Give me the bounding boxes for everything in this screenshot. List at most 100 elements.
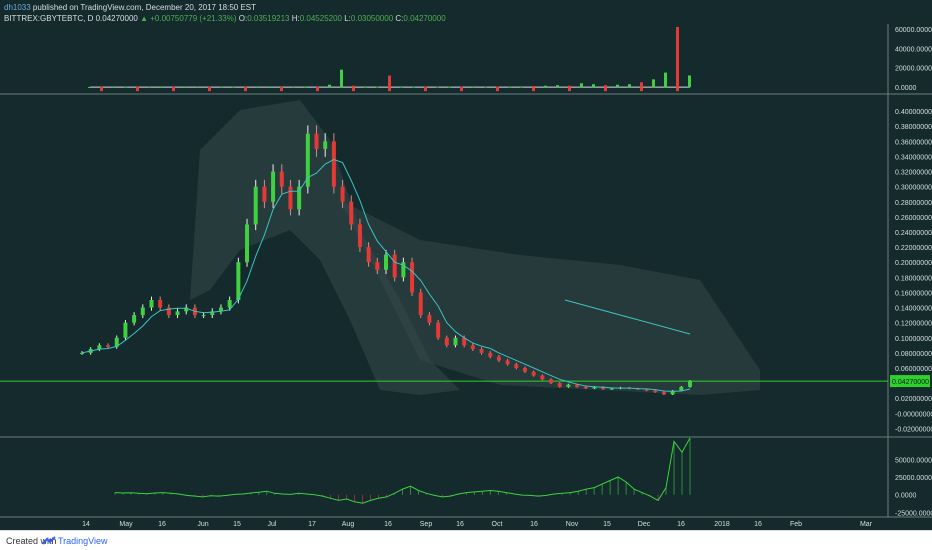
volume-bar — [388, 87, 391, 92]
price-candle — [357, 224, 362, 248]
oscillator-line — [114, 437, 691, 504]
price-candle — [349, 201, 354, 225]
up-arrow-icon: ▲ — [140, 14, 148, 23]
price-candle — [479, 349, 484, 353]
price-candle — [592, 386, 597, 389]
volume-bar — [460, 87, 463, 92]
volume-bar — [436, 86, 439, 88]
created-with-text: Created with — [6, 536, 57, 546]
volume-bar — [184, 86, 187, 88]
time-axis-label: 16 — [677, 521, 685, 528]
price-candle — [201, 315, 206, 317]
time-axis-label: Mar — [860, 521, 873, 528]
price-axis-tick: 0.08000000 — [895, 351, 932, 358]
price-axis-tick: 0.26000000 — [895, 215, 932, 222]
price-candle — [609, 388, 614, 390]
time-axis-label: 14 — [82, 521, 90, 528]
price-candle — [540, 375, 545, 380]
volume-bar — [112, 86, 115, 88]
price-candle — [184, 307, 189, 312]
volume-bar — [124, 86, 127, 88]
time-axis-label: May — [119, 521, 133, 528]
price-axis-tick: 0.18000000 — [895, 275, 932, 282]
close-label: C: — [395, 14, 404, 23]
price-axis-tick: 0.20000000 — [895, 260, 932, 267]
volume-bar — [688, 75, 691, 88]
volume-bar — [232, 86, 235, 88]
time-axis-label: Nov — [566, 521, 579, 528]
price-axis-tick: 0.14000000 — [895, 306, 932, 313]
price-axis-tick: -0.02000000 — [895, 426, 932, 433]
price-axis-tick: 0.32000000 — [895, 170, 932, 177]
price-candle — [575, 384, 580, 387]
time-axis-label: 16 — [530, 521, 538, 528]
bollinger-band — [190, 100, 460, 395]
footer-bar: Created with TradingView — [0, 530, 932, 550]
trend-line — [564, 299, 691, 335]
price-candle — [210, 311, 215, 316]
volume-axis-tick: 0.0000 — [895, 85, 917, 92]
oscillator-axis-tick: -25000.0000 — [895, 510, 932, 517]
volume-bar — [196, 86, 199, 88]
volume-axis-tick: 40000.0000 — [895, 46, 932, 53]
price-candle — [505, 360, 510, 365]
time-axis-label: Aug — [342, 521, 355, 528]
price-candle — [375, 262, 380, 270]
symbol-label[interactable]: BITTREX:GBYTEBTC, D — [4, 14, 94, 23]
low-label: L: — [344, 14, 351, 23]
price-candle — [340, 186, 345, 202]
volume-bar — [592, 84, 595, 88]
volume-bar — [508, 86, 511, 88]
price-candle — [549, 379, 554, 384]
price-candle — [531, 371, 536, 376]
volume-bar — [448, 86, 451, 88]
volume-bar — [304, 86, 307, 88]
volume-bar — [640, 87, 643, 92]
volume-axis-tick: 20000.0000 — [895, 66, 932, 73]
chart-canvas[interactable]: 60000.0000 40000.0000 20000.0000 0.0000 0.40… — [0, 0, 932, 530]
price-axis-tick: 0.38000000 — [895, 124, 932, 131]
price-axis-tick: 0.16000000 — [895, 290, 932, 297]
price-candle — [114, 337, 119, 347]
price-axis-tick: 0.02000000 — [895, 396, 932, 403]
volume-bar — [388, 75, 391, 88]
volume-bar — [208, 87, 211, 92]
price-candle — [401, 262, 406, 278]
tradingview-brand[interactable]: TradingView — [58, 536, 108, 546]
price-axis-tick: 0.36000000 — [895, 139, 932, 146]
time-axis-label: 16 — [456, 521, 464, 528]
price-candle — [314, 133, 319, 149]
volume-bar — [676, 26, 679, 88]
chart-area[interactable]: dh1033 published on TradingView.com, Dec… — [0, 0, 932, 530]
open-value: 0.03519213 — [247, 14, 290, 23]
username-link[interactable]: dh1033 — [4, 3, 31, 12]
price-candle — [218, 307, 223, 312]
volume-bar — [172, 87, 175, 92]
time-axis-label: 17 — [308, 521, 316, 528]
price-candle — [366, 247, 371, 263]
volume-bar — [352, 85, 355, 88]
price-candle — [305, 133, 310, 187]
price-axis-tick: 0.12000000 — [895, 321, 932, 328]
high-value: 0.04525200 — [299, 14, 342, 23]
price-candle — [418, 292, 423, 316]
price-candle — [444, 337, 449, 346]
high-label: H: — [291, 14, 300, 23]
price-axis-tick: 0.40000000 — [895, 109, 932, 116]
price-candle — [236, 262, 241, 300]
price-candle — [253, 186, 258, 225]
volume-bar — [280, 87, 283, 92]
volume-bar — [400, 86, 403, 88]
price-candle — [149, 300, 154, 308]
volume-bar — [256, 86, 259, 88]
low-value: 0.03050000 — [350, 14, 394, 23]
price-candle — [384, 254, 388, 270]
ichimoku-cloud — [340, 200, 760, 395]
volume-bar — [484, 86, 487, 88]
change-value: +0.00750779 (+21.33%) — [150, 14, 237, 23]
volume-bar — [616, 84, 619, 88]
price-candle — [106, 345, 111, 347]
volume-bar — [340, 69, 343, 88]
price-candle — [323, 141, 328, 149]
